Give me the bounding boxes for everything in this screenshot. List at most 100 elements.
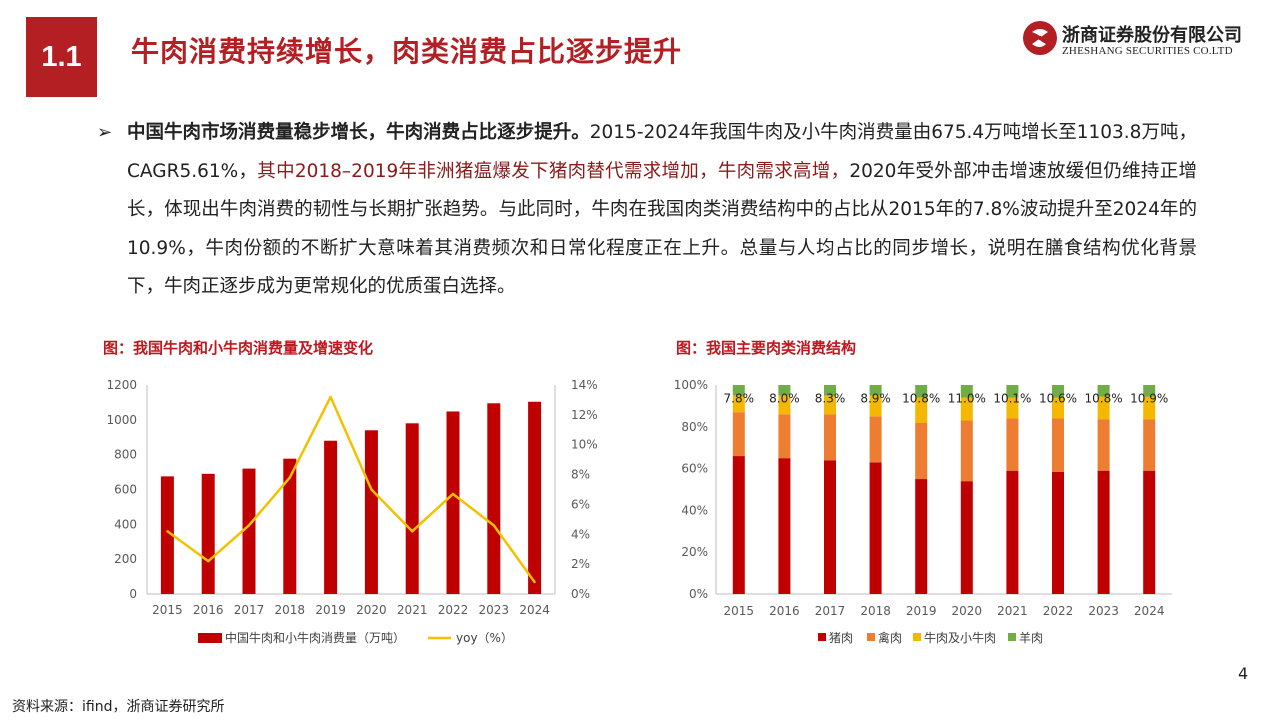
chart2-data-label: 8.3% bbox=[815, 391, 846, 405]
chart1-bar bbox=[242, 468, 256, 594]
bullet-arrow-icon: ➢ bbox=[97, 122, 113, 143]
chart2-legend-swatch bbox=[1008, 633, 1016, 641]
chart2-data-label: 7.8% bbox=[724, 391, 755, 405]
chart1-yoy-point bbox=[533, 580, 536, 584]
page-title: 牛肉消费持续增长，肉类消费占比逐步提升 bbox=[131, 35, 683, 68]
chart2-bar-segment-2 bbox=[732, 395, 745, 413]
chart1-left-tick-label: 0 bbox=[129, 587, 137, 601]
chart2-bar-segment-2 bbox=[1143, 396, 1156, 420]
chart1-bar bbox=[364, 430, 378, 594]
chart2-bar-segment-2 bbox=[960, 397, 973, 421]
chart2-bar-segment-3 bbox=[1052, 385, 1064, 398]
chart2-legend-label: 猪肉 bbox=[829, 631, 853, 645]
chart2-bar-segment-2 bbox=[915, 397, 928, 423]
chart2-bar-segment-0 bbox=[869, 462, 882, 594]
chart2-bar-segment-1 bbox=[869, 416, 882, 463]
summary-text-1: 2015-2024年我国牛肉及小牛肉消费量由675.4万吨增长至1103.8万吨… bbox=[127, 122, 1197, 182]
chart2-bar-segment-0 bbox=[1143, 470, 1156, 594]
summary-paragraph: ➢ 中国牛肉市场消费量稳步增长，牛肉消费占比逐步提升。2015-2024年我国牛… bbox=[97, 114, 1197, 307]
chart2-x-tick-label: 2022 bbox=[1043, 604, 1074, 618]
chart2-legend-swatch bbox=[867, 633, 875, 641]
chart2-legend-label: 牛肉及小牛肉 bbox=[924, 630, 996, 645]
chart2-bar-segment-0 bbox=[1097, 470, 1110, 594]
chart2-data-label: 10.1% bbox=[993, 391, 1031, 405]
chart1-right-tick-label: 12% bbox=[571, 408, 598, 422]
chart2-x-tick-label: 2016 bbox=[769, 604, 800, 618]
chart1-left-tick-label: 1200 bbox=[106, 378, 137, 392]
chart1-yoy-point bbox=[247, 524, 251, 527]
chart2-x-tick-label: 2020 bbox=[952, 604, 983, 618]
chart2-bar-segment-1 bbox=[1052, 418, 1064, 472]
chart1-left-tick-label: 600 bbox=[114, 483, 137, 497]
chart2-bar-segment-3 bbox=[1097, 385, 1110, 397]
chart2-bar-segment-1 bbox=[824, 414, 836, 461]
chart1-yoy-point bbox=[451, 492, 455, 496]
chart2-bar-segment-3 bbox=[869, 385, 882, 396]
chart1-right-tick-label: 4% bbox=[571, 527, 590, 541]
chart1-yoy-point bbox=[207, 559, 210, 563]
chart1-yoy-point bbox=[411, 530, 414, 533]
chart1-right-tick-label: 0% bbox=[571, 587, 590, 601]
chart2-y-tick-label: 60% bbox=[681, 462, 708, 476]
chart2-bar-segment-2 bbox=[1052, 397, 1064, 419]
chart1-left-tick-label: 400 bbox=[114, 517, 137, 531]
logo-name-cn: 浙商证券股份有限公司 bbox=[1062, 25, 1242, 46]
summary-highlight: 其中2018–2019年非洲猪瘟爆发下猪肉替代需求增加，牛肉需求高增， bbox=[257, 160, 850, 182]
chart1-right-tick-label: 2% bbox=[571, 557, 590, 571]
chart2-bar-segment-1 bbox=[778, 414, 791, 459]
chart2-y-tick-label: 40% bbox=[681, 503, 708, 517]
chart1-bar bbox=[283, 458, 297, 594]
chart2-bar-segment-0 bbox=[824, 460, 836, 594]
page-number: 4 bbox=[1238, 664, 1249, 683]
summary-lead: 中国牛肉市场消费量稳步增长，牛肉消费占比逐步提升。 bbox=[127, 122, 590, 143]
chart1-yoy-point bbox=[492, 524, 495, 527]
chart2-data-label: 8.0% bbox=[769, 391, 800, 405]
chart2-x-tick-label: 2019 bbox=[906, 604, 937, 618]
logo-mark-icon bbox=[1023, 21, 1057, 55]
chart1-right-tick-label: 10% bbox=[571, 438, 598, 452]
chart2-bar-segment-3 bbox=[824, 385, 836, 396]
chart2-title: 图：我国主要肉类消费结构 bbox=[676, 339, 857, 357]
chart2-x-tick-label: 2018 bbox=[860, 604, 891, 618]
chart2-x-tick-label: 2024 bbox=[1134, 604, 1165, 618]
chart1-yoy-point bbox=[288, 476, 291, 479]
chart2-bar-segment-3 bbox=[915, 385, 928, 398]
chart1-right-tick-label: 8% bbox=[571, 468, 590, 482]
chart2-bar-segment-3 bbox=[960, 385, 973, 398]
chart1-right-tick-label: 14% bbox=[571, 378, 598, 392]
chart1-x-tick-label: 2017 bbox=[234, 603, 265, 617]
chart2-y-tick-label: 0% bbox=[689, 587, 708, 601]
chart2-bar-segment-0 bbox=[732, 456, 745, 594]
chart1-yoy-point bbox=[166, 530, 169, 533]
chart1-legend-line-label: yoy（%） bbox=[456, 631, 513, 645]
chart1-bar bbox=[201, 473, 215, 594]
chart1-x-tick-label: 2022 bbox=[438, 603, 469, 617]
chart1-bar bbox=[405, 423, 419, 594]
chart2-bar-segment-2 bbox=[869, 395, 882, 417]
chart2-legend-label: 禽肉 bbox=[878, 630, 902, 645]
chart1-bar bbox=[487, 403, 501, 594]
chart2-data-label: 11.0% bbox=[948, 391, 986, 405]
chart1-x-tick-label: 2020 bbox=[356, 603, 387, 617]
logo-name-en: ZHESHANG SECURITIES CO.LTD bbox=[1062, 45, 1233, 57]
chart2-data-label: 10.8% bbox=[902, 391, 940, 405]
chart2-bar-segment-0 bbox=[1052, 471, 1064, 594]
chart2-bar-segment-1 bbox=[732, 412, 745, 457]
meat-structure-chart: 0% 20% 40% 60% 80% 100% 2015 2016 2017 2018 2019 20… bbox=[674, 378, 1172, 645]
chart2-bar-segment-1 bbox=[1097, 419, 1110, 471]
chart1-x-tick-label: 2018 bbox=[275, 603, 306, 617]
chart1-bar bbox=[160, 476, 174, 594]
chart2-bar-segment-3 bbox=[1143, 385, 1156, 397]
chart1-yoy-line bbox=[166, 395, 536, 583]
chart2-legend-label: 羊肉 bbox=[1019, 630, 1043, 645]
chart2-bar-segment-0 bbox=[778, 458, 791, 594]
chart1-x-tick-label: 2019 bbox=[315, 603, 346, 617]
chart2-legend-swatch bbox=[913, 633, 921, 641]
chart2-data-label: 10.8% bbox=[1085, 391, 1123, 405]
chart1-bar bbox=[446, 411, 460, 594]
chart1-x-tick-label: 2024 bbox=[519, 603, 550, 617]
chart2-bar-segment-2 bbox=[778, 395, 791, 415]
chart2-bar-segment-3 bbox=[1006, 385, 1019, 398]
company-logo: 浙商证券股份有限公司 ZHESHANG SECURITIES CO.LTD bbox=[1022, 20, 1260, 62]
chart1-bar bbox=[324, 440, 338, 594]
